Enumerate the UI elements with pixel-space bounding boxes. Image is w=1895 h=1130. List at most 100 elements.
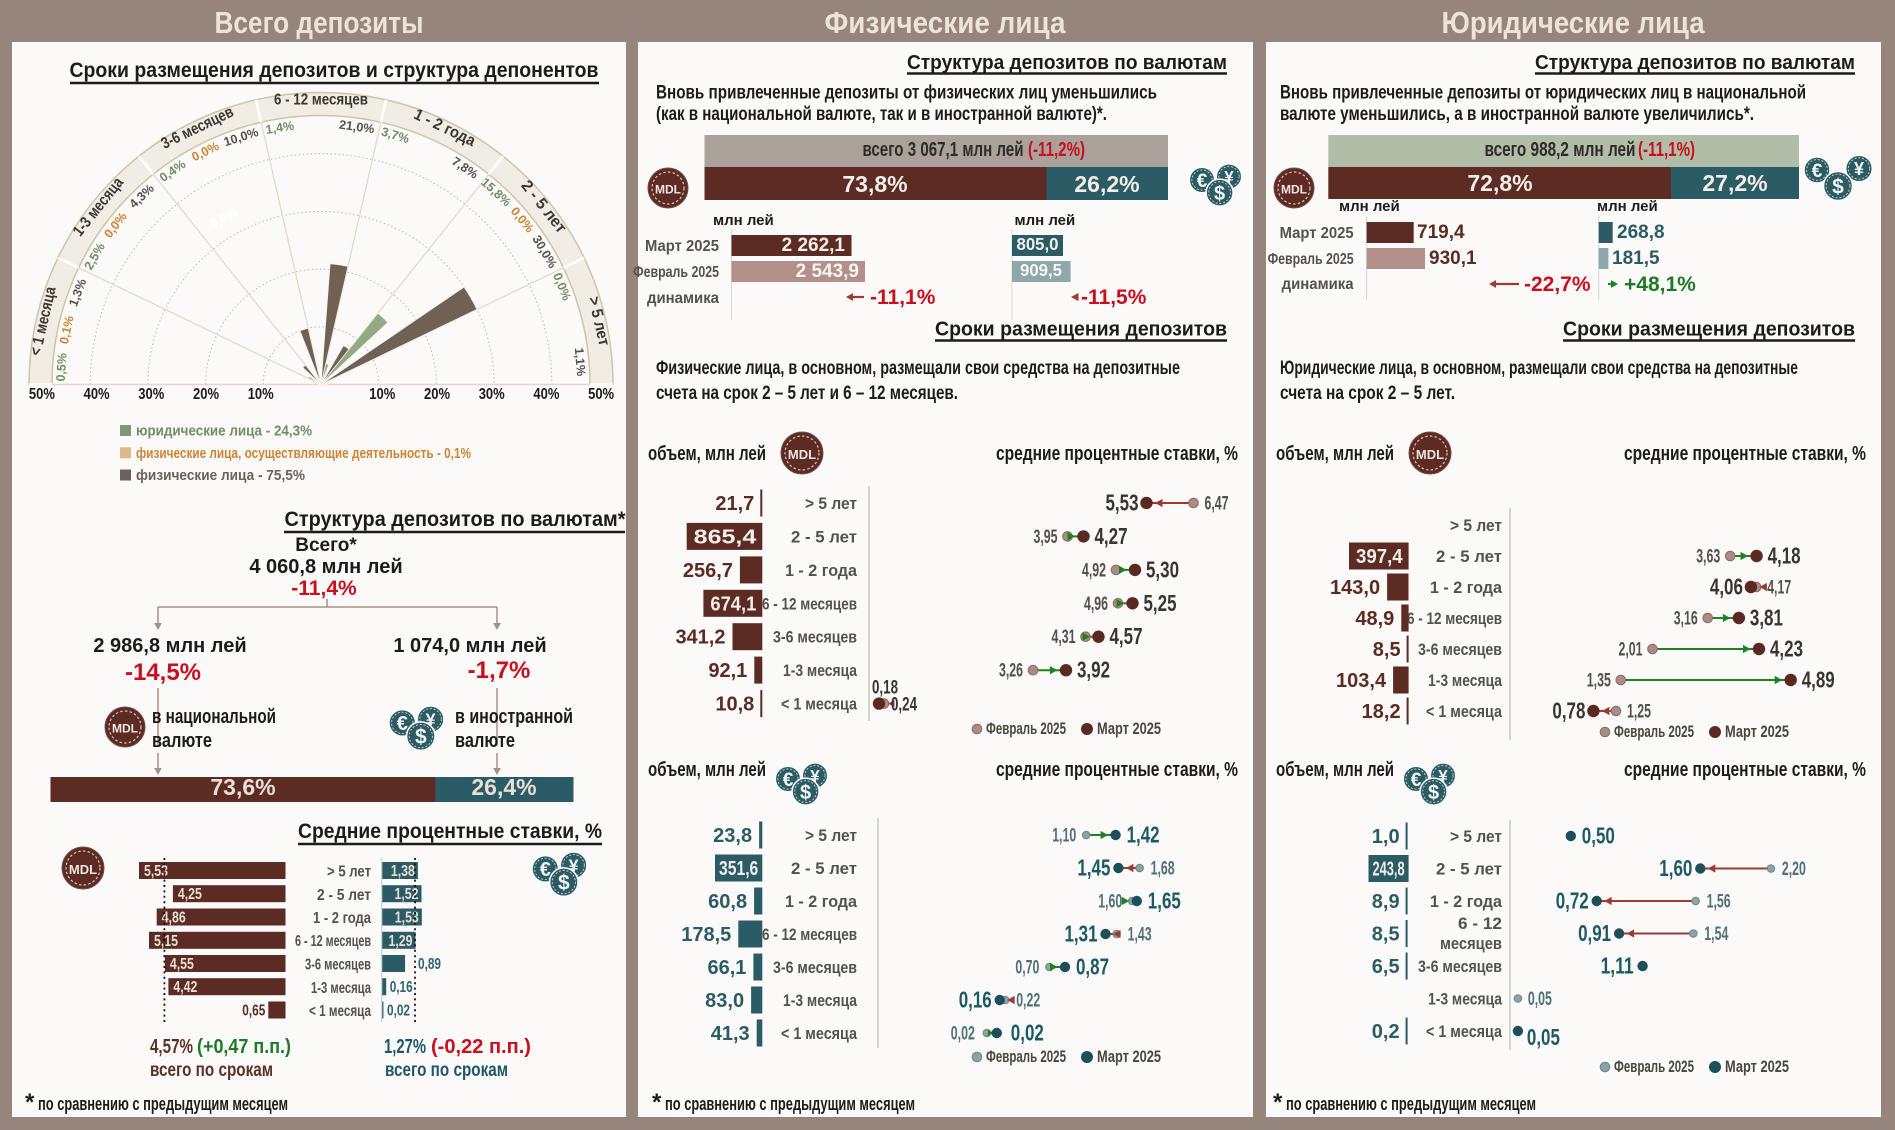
svg-text:Март 2025: Март 2025 <box>645 238 719 255</box>
svg-text:€: € <box>397 713 408 735</box>
svg-text:Февраль 2025: Февраль 2025 <box>633 264 719 281</box>
svg-text:5,53: 5,53 <box>144 863 168 880</box>
svg-text:351,6: 351,6 <box>719 858 758 880</box>
svg-text:40%: 40% <box>533 386 559 403</box>
svg-text:3,16: 3,16 <box>1674 609 1698 630</box>
svg-text:243,8: 243,8 <box>1373 859 1405 881</box>
svg-text:Февраль 2025: Февраль 2025 <box>1614 1057 1694 1076</box>
svg-text:268,8: 268,8 <box>1617 222 1665 243</box>
svg-text:1,4%: 1,4% <box>265 119 295 137</box>
svg-text:Март 2025: Март 2025 <box>1097 719 1161 738</box>
svg-text:2 - 5 лет: 2 - 5 лет <box>317 887 371 904</box>
svg-text:3,26: 3,26 <box>999 661 1023 682</box>
svg-text:Структура депозитов по валютам: Структура депозитов по валютам <box>1535 52 1855 74</box>
svg-text:1,45: 1,45 <box>1077 855 1110 881</box>
svg-text:-11,4%: -11,4% <box>291 577 357 600</box>
svg-text:181,5: 181,5 <box>1612 248 1660 269</box>
svg-text:€: € <box>1197 171 1208 192</box>
svg-text:66,1: 66,1 <box>707 957 746 979</box>
svg-text:1-3 месяца: 1-3 месяца <box>1428 990 1502 1009</box>
svg-text:валюте: валюте <box>455 730 515 752</box>
svg-text:Март 2025: Март 2025 <box>1280 225 1354 242</box>
svg-text:0,22: 0,22 <box>1016 991 1040 1012</box>
svg-text:1,29: 1,29 <box>389 933 413 950</box>
svg-text:MDL: MDL <box>112 722 138 736</box>
svg-text:1,42: 1,42 <box>1127 822 1160 848</box>
svg-text:Средние процентные ставки, %: Средние процентные ставки, % <box>298 820 602 843</box>
svg-text:1,35: 1,35 <box>1587 671 1611 692</box>
svg-text:Структура депозитов по валютам: Структура депозитов по валютам* <box>285 508 627 531</box>
svg-text:930,1: 930,1 <box>1429 248 1477 269</box>
svg-text:млн лей: млн лей <box>1015 212 1076 229</box>
svg-text:3,95: 3,95 <box>1034 527 1058 548</box>
svg-text:валюте: валюте <box>152 730 212 752</box>
svg-text:0,24: 0,24 <box>891 695 917 716</box>
svg-text:1,43: 1,43 <box>1128 925 1152 946</box>
svg-text:805,0: 805,0 <box>1017 234 1059 254</box>
svg-text:1,54: 1,54 <box>1704 924 1728 945</box>
svg-text:4 060,8 млн лей: 4 060,8 млн лей <box>249 556 402 578</box>
svg-text:< 1 месяца: < 1 месяца <box>309 1003 371 1020</box>
svg-text:средние процентные ставки, %: средние процентные ставки, % <box>1624 443 1866 465</box>
svg-text:$: $ <box>1428 782 1439 804</box>
svg-text:2 986,8 млн лей: 2 986,8 млн лей <box>93 635 246 657</box>
svg-text:средние процентные ставки, %: средние процентные ставки, % <box>996 443 1238 465</box>
svg-text:674,1: 674,1 <box>710 593 756 615</box>
svg-text:MDL: MDL <box>1416 447 1444 462</box>
svg-text:1-3 месяца: 1-3 месяца <box>311 980 371 997</box>
svg-text:21,7: 21,7 <box>715 493 754 515</box>
svg-text:< 1 месяца: < 1 месяца <box>781 1024 857 1043</box>
svg-text:0,02: 0,02 <box>951 1024 975 1045</box>
svg-text:4,96: 4,96 <box>1084 594 1108 615</box>
svg-text:-22,7%: -22,7% <box>1524 273 1591 296</box>
svg-text:объем, млн лей: объем, млн лей <box>1276 443 1394 465</box>
svg-text:1,60: 1,60 <box>1659 855 1692 881</box>
svg-text:8,9: 8,9 <box>1372 891 1400 913</box>
svg-text:Всего*: Всего* <box>295 535 357 556</box>
svg-text:физические лица - 75,5%: физические лица - 75,5% <box>136 467 305 484</box>
svg-text:+48,1%: +48,1% <box>1624 273 1696 296</box>
svg-text:1 074,0 млн лей: 1 074,0 млн лей <box>393 635 546 657</box>
svg-text:¥: ¥ <box>1438 767 1448 786</box>
svg-text:1 - 2 года: 1 - 2 года <box>785 892 858 911</box>
svg-text:0,2: 0,2 <box>1372 1021 1400 1043</box>
svg-text:< 1 месяца: < 1 месяца <box>1426 1022 1502 1041</box>
svg-text:397,4: 397,4 <box>1356 546 1403 568</box>
svg-text:€: € <box>1411 770 1422 791</box>
svg-text:3-6 месяцев: 3-6 месяцев <box>1418 640 1502 659</box>
svg-text:719,4: 719,4 <box>1417 222 1465 243</box>
svg-text:Март 2025: Март 2025 <box>1097 1047 1161 1066</box>
svg-text:в национальной: в национальной <box>152 706 276 728</box>
svg-text:2,01: 2,01 <box>1619 640 1643 661</box>
svg-text:2 - 5 лет: 2 - 5 лет <box>1436 547 1502 566</box>
svg-text:(-11,2%): (-11,2%) <box>1028 139 1085 161</box>
svg-text:Вновь привлеченные депозиты от: Вновь привлеченные депозиты от юридическ… <box>1280 83 1806 104</box>
svg-text:50%: 50% <box>588 386 614 403</box>
svg-text:объем, млн лей: объем, млн лей <box>1276 759 1394 781</box>
svg-text:Сроки размещения депозитов: Сроки размещения депозитов <box>935 319 1227 341</box>
svg-text:5,30: 5,30 <box>1146 556 1179 582</box>
svg-text:MDL: MDL <box>655 183 681 197</box>
svg-text:-14,5%: -14,5% <box>125 659 201 686</box>
svg-text:3-6 месяцев: 3-6 месяцев <box>305 957 371 974</box>
svg-text:Сроки размещения депозитов и с: Сроки размещения депозитов и структура д… <box>70 59 599 82</box>
svg-text:4,89: 4,89 <box>1802 667 1835 693</box>
svg-text:месяцев: месяцев <box>1440 934 1502 953</box>
svg-text:3-6 месяцев: 3-6 месяцев <box>773 628 857 647</box>
svg-text:0,72: 0,72 <box>1556 888 1589 914</box>
svg-text:26,4%: 26,4% <box>471 774 536 800</box>
svg-text:> 5 лет: > 5 лет <box>1450 516 1502 535</box>
svg-text:$: $ <box>558 872 570 895</box>
svg-text:млн лей: млн лей <box>1597 198 1658 215</box>
svg-text:¥: ¥ <box>1224 168 1234 187</box>
svg-text:€: € <box>1812 161 1823 182</box>
svg-text:4,55: 4,55 <box>170 956 194 973</box>
svg-text:178,5: 178,5 <box>681 924 731 946</box>
svg-text:1,0: 1,0 <box>1372 826 1400 848</box>
svg-text:< 1 месяца: < 1 месяца <box>781 695 857 714</box>
svg-text:6 - 12 месяцев: 6 - 12 месяцев <box>1407 609 1502 628</box>
svg-text:1,11: 1,11 <box>1601 953 1634 979</box>
svg-text:10%: 10% <box>248 386 274 403</box>
svg-text:млн лей: млн лей <box>1339 198 1400 215</box>
svg-text:6 - 12 месяцев: 6 - 12 месяцев <box>762 594 857 613</box>
